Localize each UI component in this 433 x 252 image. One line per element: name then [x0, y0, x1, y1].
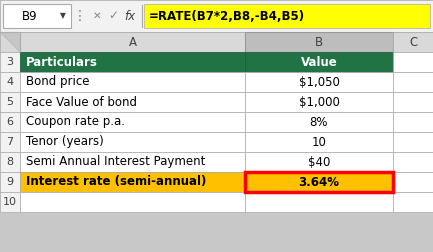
Text: 10: 10 [312, 136, 326, 148]
Bar [245, 192, 393, 212]
Text: Tenor (years): Tenor (years) [26, 136, 104, 148]
Bar [393, 52, 433, 72]
Bar [0, 52, 20, 72]
Text: 9: 9 [6, 177, 13, 187]
Bar [20, 172, 245, 192]
Bar [20, 152, 245, 172]
Text: ✕: ✕ [93, 11, 101, 21]
Bar [393, 172, 433, 192]
Bar [0, 172, 20, 192]
Bar [20, 192, 245, 212]
Bar [0, 192, 20, 212]
Text: $1,050: $1,050 [299, 76, 339, 88]
Text: 8: 8 [6, 157, 13, 167]
Bar [20, 92, 245, 112]
Bar [393, 32, 433, 52]
Bar [3, 4, 71, 28]
Text: 3: 3 [6, 57, 13, 67]
Text: C: C [409, 36, 417, 48]
Text: 8%: 8% [310, 115, 328, 129]
Bar [144, 4, 430, 28]
Bar [0, 32, 20, 52]
Bar [20, 52, 245, 72]
Bar [393, 132, 433, 152]
Text: $40: $40 [308, 155, 330, 169]
Text: B: B [315, 36, 323, 48]
Bar [20, 132, 245, 152]
Bar [20, 112, 245, 132]
Text: Interest rate (semi-annual): Interest rate (semi-annual) [26, 175, 207, 188]
Bar [20, 72, 245, 92]
Text: B9: B9 [22, 10, 38, 22]
Text: 5: 5 [6, 97, 13, 107]
Text: Semi Annual Interest Payment: Semi Annual Interest Payment [26, 155, 205, 169]
Bar [393, 72, 433, 92]
Text: fx: fx [124, 10, 136, 22]
Text: 4: 4 [6, 77, 13, 87]
Bar [245, 152, 393, 172]
Bar [245, 172, 393, 192]
Bar [393, 192, 433, 212]
Bar [245, 52, 393, 72]
Text: Face Value of bond: Face Value of bond [26, 96, 137, 109]
Bar [245, 72, 393, 92]
Bar [0, 72, 20, 92]
Bar [245, 92, 393, 112]
Text: 3.64%: 3.64% [298, 175, 339, 188]
Text: A: A [129, 36, 136, 48]
Text: ▼: ▼ [60, 12, 66, 20]
Text: Bond price: Bond price [26, 76, 90, 88]
Bar [20, 32, 245, 52]
Bar [0, 132, 20, 152]
Bar [245, 132, 393, 152]
Bar [393, 112, 433, 132]
Bar [0, 112, 20, 132]
Bar [0, 152, 20, 172]
Text: Particulars: Particulars [26, 55, 98, 69]
Text: 6: 6 [6, 117, 13, 127]
Text: $1,000: $1,000 [299, 96, 339, 109]
Polygon shape [0, 32, 20, 52]
Bar [393, 92, 433, 112]
Text: Value: Value [301, 55, 337, 69]
Bar [0, 0, 433, 32]
Text: ⋮: ⋮ [73, 9, 87, 23]
Text: 10: 10 [3, 197, 17, 207]
Text: 7: 7 [6, 137, 13, 147]
Bar [245, 112, 393, 132]
Bar [393, 152, 433, 172]
Text: =RATE(B7*2,B8,-B4,B5): =RATE(B7*2,B8,-B4,B5) [149, 10, 305, 22]
Bar [0, 92, 20, 112]
Bar [245, 32, 393, 52]
Text: Coupon rate p.a.: Coupon rate p.a. [26, 115, 125, 129]
Text: ✓: ✓ [108, 10, 118, 22]
